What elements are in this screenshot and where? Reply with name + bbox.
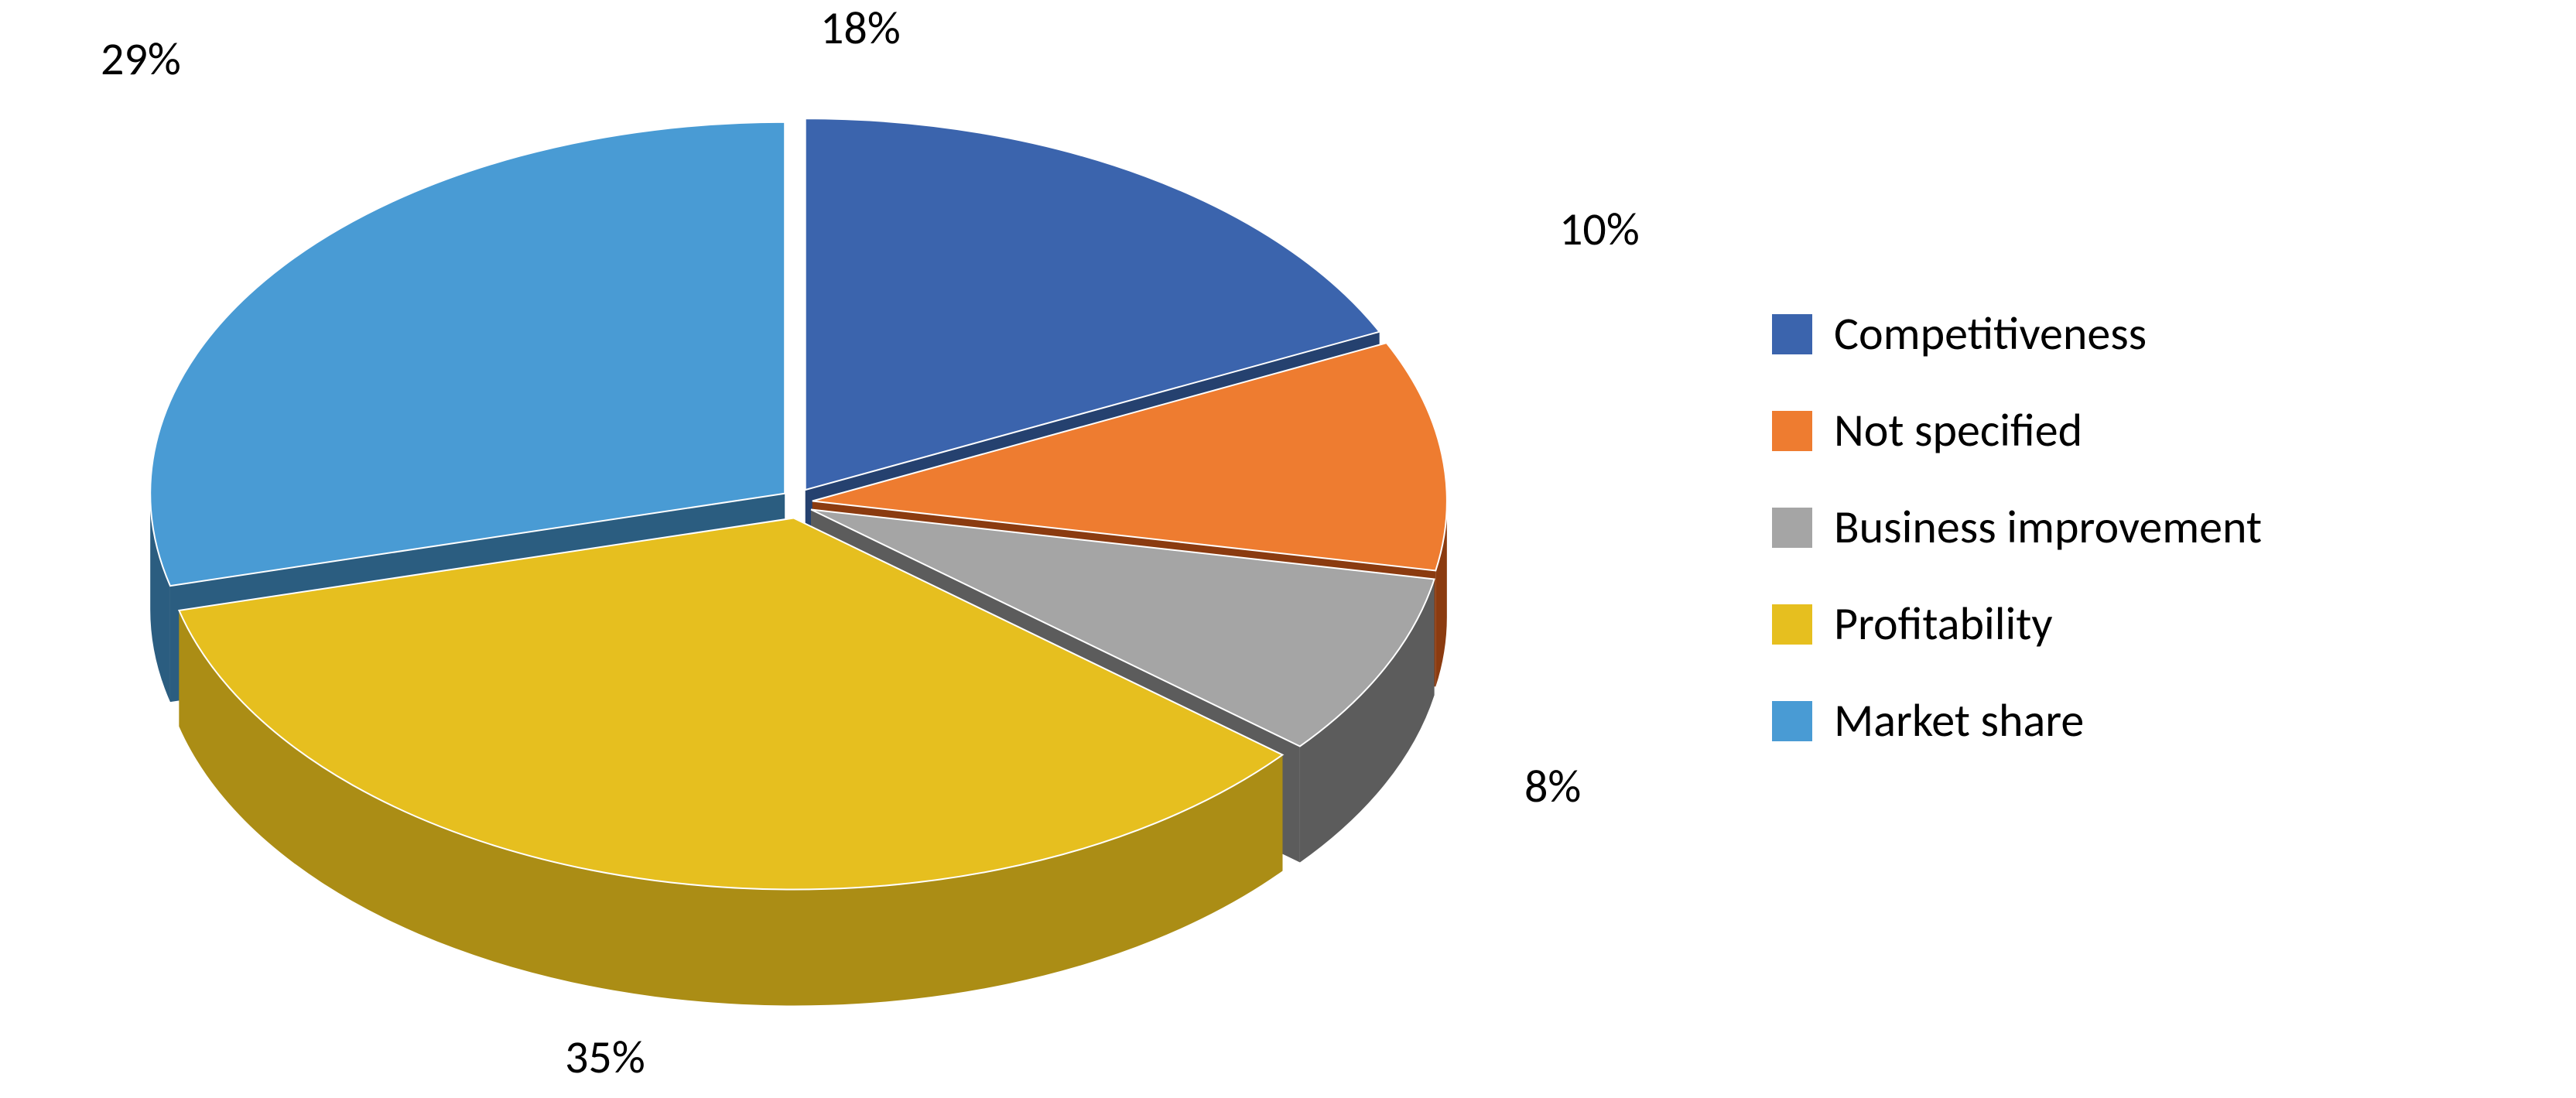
chart-stage: Competitiveness Not specified Business i…: [0, 0, 2576, 1098]
legend-swatch: [1772, 604, 1812, 645]
legend-label: Market share: [1834, 693, 2084, 749]
legend-label: Business improvement: [1834, 499, 2262, 556]
legend-item-market-share: Market share: [1772, 693, 2262, 749]
legend-swatch: [1772, 411, 1812, 451]
data-label-market-share: 29%: [101, 31, 181, 87]
legend-label: Profitability: [1834, 596, 2053, 652]
data-label-profitability: 35%: [565, 1029, 645, 1086]
legend-label: Competitiveness: [1834, 306, 2147, 362]
data-label-business-improvement: 8%: [1524, 758, 1581, 815]
legend-item-competitiveness: Competitiveness: [1772, 306, 2262, 362]
legend-swatch: [1772, 314, 1812, 354]
legend-label: Not specified: [1834, 402, 2082, 459]
legend-item-business-improvement: Business improvement: [1772, 499, 2262, 556]
legend: Competitiveness Not specified Business i…: [1772, 306, 2262, 789]
legend-swatch: [1772, 508, 1812, 548]
legend-item-not-specified: Not specified: [1772, 402, 2262, 459]
data-label-competitiveness: 18%: [820, 0, 901, 56]
legend-swatch: [1772, 701, 1812, 741]
data-label-not-specified: 10%: [1559, 201, 1640, 258]
legend-item-profitability: Profitability: [1772, 596, 2262, 652]
